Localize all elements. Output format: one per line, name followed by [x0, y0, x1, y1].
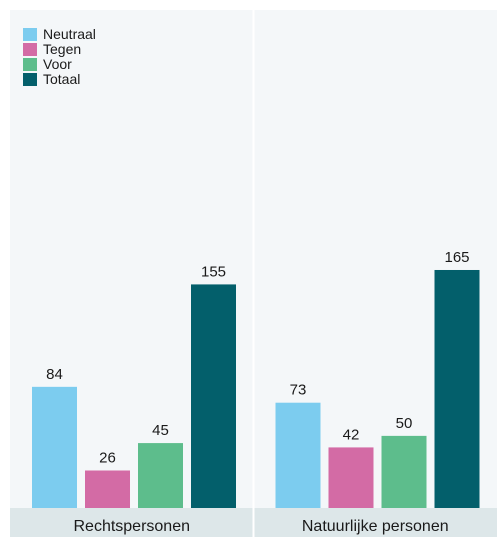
bar-totaal-natuurlijke-personen — [434, 269, 480, 508]
legend-swatch-neutraal — [23, 28, 37, 41]
bar-tegen-natuurlijke-personen — [328, 447, 374, 508]
data-label-voor-natuurlijke-personen: 50 — [396, 415, 413, 432]
category-label-natuurlijke-personen: Natuurlijke personen — [302, 518, 449, 535]
data-label-voor-rechtspersonen: 45 — [152, 422, 169, 439]
legend-swatch-voor — [23, 58, 37, 71]
bar-totaal-rechtspersonen — [191, 284, 236, 508]
category-strip-natuurlijke-personen — [253, 508, 497, 537]
chart-category-labels: Rechtspersonen Natuurlijke personen — [73, 518, 448, 535]
chart-bars — [32, 269, 480, 508]
category-strip-rechtspersonen — [10, 508, 254, 537]
category-label-rechtspersonen: Rechtspersonen — [73, 518, 190, 535]
legend-swatch-tegen — [23, 43, 37, 56]
legend-label-tegen: Tegen — [43, 41, 81, 57]
bar-voor-natuurlijke-personen — [381, 435, 427, 508]
data-label-tegen-rechtspersonen: 26 — [99, 449, 116, 466]
data-label-tegen-natuurlijke-personen: 42 — [343, 426, 360, 443]
chart-value-labels: 84 26 45 155 73 42 50 165 — [46, 249, 469, 467]
data-label-neutraal-natuurlijke-personen: 73 — [290, 382, 307, 399]
bar-neutraal-natuurlijke-personen — [275, 402, 321, 508]
legend-label-totaal: Totaal — [43, 71, 80, 87]
legend-swatch-totaal — [23, 73, 37, 86]
bar-neutraal-rechtspersonen — [32, 386, 77, 508]
data-label-totaal-natuurlijke-personen: 165 — [444, 249, 469, 266]
bar-voor-rechtspersonen — [138, 443, 183, 508]
legend-label-neutraal: Neutraal — [43, 26, 96, 42]
legend-label-voor: Voor — [43, 56, 72, 72]
data-label-neutraal-rechtspersonen: 84 — [46, 366, 63, 383]
data-label-totaal-rechtspersonen: 155 — [201, 263, 226, 280]
bar-tegen-rechtspersonen — [85, 470, 130, 508]
